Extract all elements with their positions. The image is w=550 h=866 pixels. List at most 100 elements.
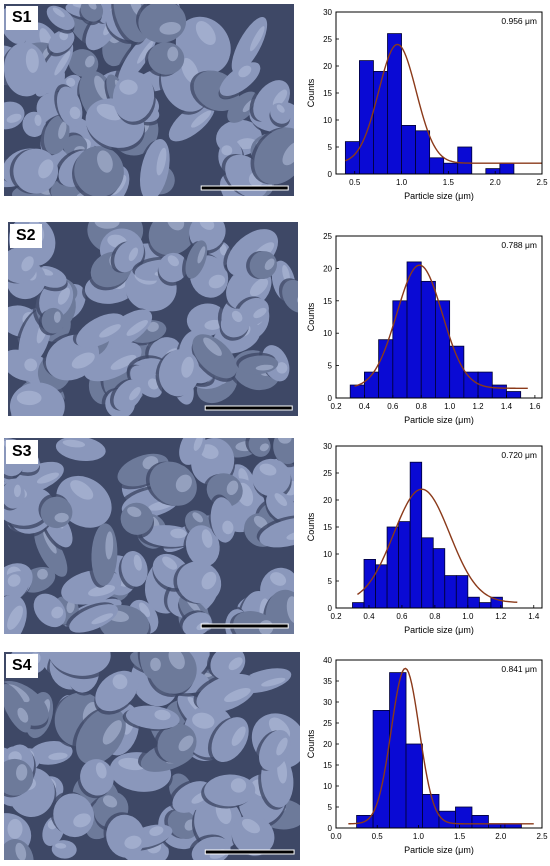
sem-image-s4: S4	[4, 652, 300, 860]
y-tick-label: 5	[328, 577, 333, 586]
histogram-bar	[463, 371, 479, 399]
panel-label-s3: S3	[6, 440, 38, 464]
y-tick-label: 10	[323, 329, 332, 338]
sem-grain	[173, 561, 222, 604]
histogram-bar	[405, 743, 423, 829]
sem-grain	[122, 705, 180, 731]
sem-grain	[54, 84, 83, 128]
histogram-bar	[352, 602, 365, 609]
sem-grain	[8, 349, 43, 382]
sem-grain	[72, 146, 124, 196]
sem-grain	[58, 567, 122, 605]
sem-grain	[30, 592, 66, 628]
x-tick-label: 0.4	[359, 402, 371, 411]
x-tick-label: 1.2	[473, 402, 485, 411]
sem-grain	[201, 774, 256, 809]
x-tick-label: 1.6	[529, 402, 541, 411]
x-axis-label: Particle size (μm)	[404, 415, 474, 425]
histogram-bar	[478, 602, 492, 609]
histogram-bar	[372, 710, 390, 829]
sem-grain	[136, 4, 187, 43]
y-tick-label: 30	[323, 8, 332, 17]
sem-grain	[144, 42, 185, 77]
y-tick-label: 0	[328, 824, 333, 833]
x-tick-label: 0.2	[330, 402, 342, 411]
histogram-bar	[406, 261, 422, 399]
histogram-bar	[363, 559, 376, 609]
y-tick-label: 0	[328, 604, 333, 613]
y-tick-label: 10	[323, 550, 332, 559]
histogram-bar	[449, 345, 465, 399]
histogram-bar	[429, 157, 445, 175]
sem-grain	[51, 840, 79, 860]
x-tick-label: 2.5	[536, 832, 548, 841]
sem-grain	[80, 340, 142, 382]
mean-size-annotation: 0.956 μm	[501, 16, 537, 26]
x-tick-label: 2.0	[490, 178, 502, 187]
y-tick-label: 40	[323, 656, 332, 665]
mean-size-annotation: 0.788 μm	[501, 240, 537, 250]
histogram-bar	[455, 806, 473, 829]
sem-grain	[175, 438, 206, 466]
sem-grain	[72, 311, 126, 348]
sem-grain	[79, 4, 104, 26]
histogram-bar	[467, 596, 480, 609]
sem-grain	[55, 438, 108, 465]
sem-grain	[9, 382, 67, 416]
gaussian-fit-curve	[348, 667, 534, 825]
sem-grain	[183, 525, 220, 570]
gaussian-fit-curve	[354, 264, 528, 389]
y-tick-label: 30	[323, 698, 332, 707]
sem-image-s1: S1	[4, 4, 294, 196]
y-tick-label: 15	[323, 297, 332, 306]
y-tick-label: 35	[323, 677, 332, 686]
sem-grain	[114, 31, 157, 85]
sem-grain	[4, 758, 34, 798]
y-tick-label: 15	[323, 523, 332, 532]
sem-grain	[219, 308, 251, 341]
histogram-bar	[398, 521, 411, 609]
x-tick-label: 0.4	[363, 612, 375, 621]
gaussian-fit-curve	[357, 488, 518, 603]
sem-grain	[193, 671, 257, 713]
sem-grain	[40, 115, 70, 156]
histogram-bar	[471, 814, 489, 829]
panel-label-s4: S4	[6, 654, 38, 678]
histogram-bar	[444, 575, 457, 609]
sem-grain	[207, 717, 249, 763]
sem-grain	[9, 148, 59, 194]
sem-grain	[157, 252, 188, 286]
sem-grain	[145, 461, 197, 506]
mean-size-annotation: 0.720 μm	[501, 450, 537, 460]
histogram-bar	[349, 384, 365, 399]
scale-bar	[204, 849, 295, 855]
y-tick-label: 5	[328, 143, 333, 152]
histogram-bar	[485, 168, 501, 175]
histogram-bar	[344, 141, 360, 175]
x-tick-label: 0.5	[372, 832, 384, 841]
sem-grain	[120, 502, 154, 539]
sem-grain	[27, 738, 73, 765]
histogram-s1: 0 5 10 15 20 25 30 0.5 1.0 1.5 2.0 2.5 Particle size…	[306, 8, 548, 201]
sem-grain	[188, 222, 226, 255]
sem-grain	[94, 670, 139, 715]
sem-grain	[112, 71, 156, 125]
histogram-bar	[409, 461, 423, 609]
sem-grain	[208, 494, 236, 543]
sem-grain	[4, 42, 47, 99]
histogram-bar	[499, 162, 515, 175]
sem-grain	[4, 99, 25, 130]
sem-grain	[252, 458, 292, 500]
y-tick-label: 25	[323, 35, 332, 44]
sem-grain	[228, 17, 268, 74]
sem-grain	[207, 652, 246, 680]
x-axis-label: Particle size (μm)	[404, 845, 474, 855]
sem-grain	[273, 438, 294, 468]
sem-image-s3: S3	[4, 438, 294, 634]
sem-grain	[4, 682, 31, 733]
y-tick-label: 0	[328, 170, 333, 179]
x-tick-label: 1.0	[462, 612, 474, 621]
sem-grain	[182, 240, 208, 280]
histogram-bar	[389, 672, 407, 829]
sem-grain	[250, 127, 294, 185]
